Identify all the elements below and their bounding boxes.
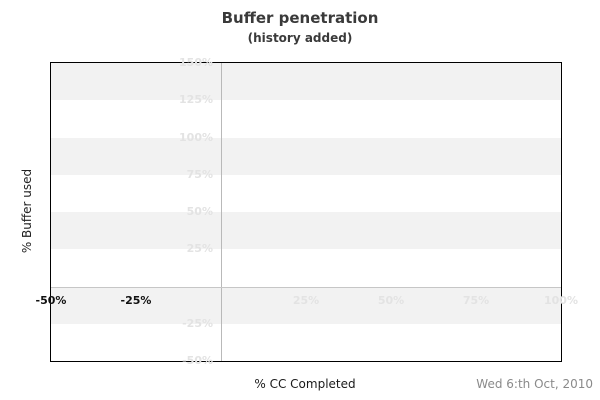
y-tick-label: 150%: [179, 56, 213, 69]
y-tick-label: 75%: [186, 167, 213, 181]
plot-gray-band: [51, 63, 561, 101]
y-tick-label: 50%: [186, 205, 213, 218]
zero-gridline-horizontal: [51, 286, 561, 288]
y-tick-label: 25%: [186, 242, 213, 256]
y-tick-label: -50%: [182, 354, 213, 367]
date-label: Wed 6:th Oct, 2010: [476, 377, 593, 391]
y-axis-title: % Buffer used: [20, 168, 34, 254]
x-tick-label: -25%: [120, 293, 152, 307]
x-axis-title: % CC Completed: [254, 377, 356, 391]
plot-area: 150% 125% 100% 75% 50% 25% -25% -50% -50% -25% 25%…: [36, 56, 578, 367]
plot-gray-band: [51, 286, 561, 324]
chart-title: Buffer penetration: [221, 9, 379, 27]
y-tick-label: -25%: [182, 316, 213, 330]
plot-gray-band: [51, 212, 561, 250]
y-tick-label: 100%: [179, 130, 213, 144]
x-tick-label: 100%: [544, 293, 578, 307]
y-tick-label: 125%: [179, 93, 213, 107]
plot-gray-band: [51, 137, 561, 175]
chart-subtitle: (history added): [247, 31, 353, 45]
x-tick-label: 75%: [462, 293, 490, 307]
x-tick-label: 25%: [292, 293, 320, 307]
x-tick-label: -50%: [35, 293, 67, 307]
x-tick-label: 50%: [377, 293, 405, 307]
zero-gridline-vertical: [221, 63, 222, 361]
